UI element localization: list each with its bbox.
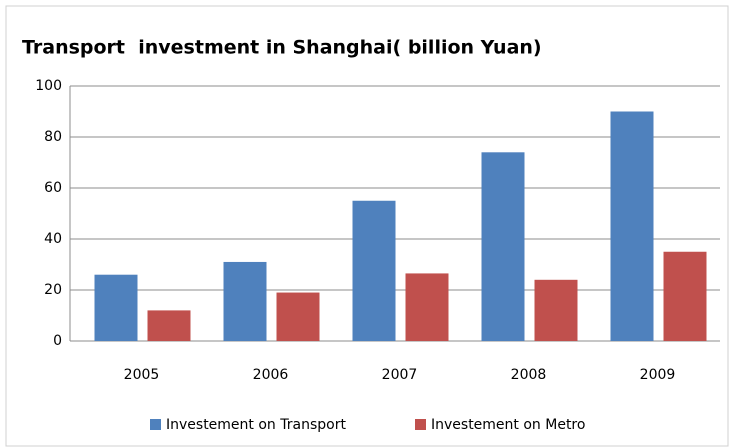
- bar: [147, 310, 191, 341]
- bar: [663, 251, 707, 341]
- bar: [610, 111, 654, 341]
- bar: [534, 279, 578, 341]
- y-tick-label: 60: [44, 180, 62, 196]
- legend-swatch: [415, 419, 426, 430]
- x-tick-label: 2005: [124, 367, 160, 383]
- y-tick-label: 20: [44, 282, 62, 298]
- x-tick-label: 2009: [640, 367, 676, 383]
- y-tick-label: 40: [44, 231, 62, 247]
- bar: [94, 274, 138, 341]
- legend-label: Investement on Metro: [431, 417, 585, 433]
- y-tick-label: 80: [44, 129, 62, 145]
- chart-title: Transport investment in Shanghai( billio…: [22, 37, 542, 59]
- x-tick-label: 2008: [511, 367, 547, 383]
- x-tick-label: 2007: [382, 367, 418, 383]
- y-tick-label: 100: [35, 78, 62, 94]
- bar: [276, 292, 320, 341]
- legend-label: Investement on Transport: [166, 417, 346, 433]
- y-tick-label: 0: [53, 333, 62, 349]
- bar: [223, 261, 267, 341]
- bar: [352, 200, 396, 341]
- legend-swatch: [150, 419, 161, 430]
- bar: [481, 152, 525, 341]
- x-tick-label: 2006: [253, 367, 289, 383]
- bar: [405, 273, 449, 341]
